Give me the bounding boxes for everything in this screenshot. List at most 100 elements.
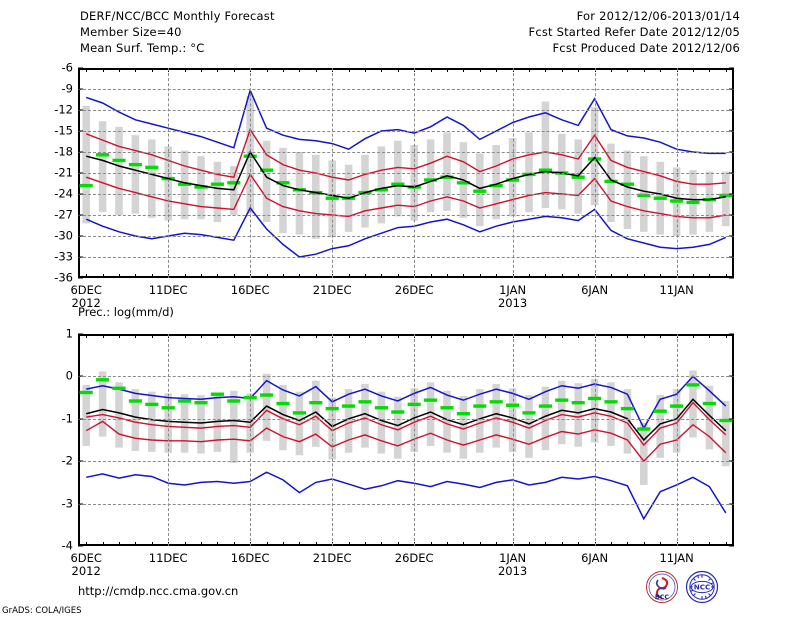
x-axis-tick [496,542,498,546]
x-axis-label: 26DEC [394,551,434,565]
x-axis-tick [627,334,629,338]
range-bar [640,423,648,485]
gridline-vertical [676,334,678,546]
gridline-horizontal [78,110,734,111]
x-axis-tick [397,68,399,72]
x-axis-tick [660,68,662,72]
y-axis-label: -2 [61,453,73,468]
x-axis-tick [283,68,284,72]
x-axis-tick [135,68,137,72]
range-bar [689,370,697,438]
range-bar [541,101,550,208]
gridline-horizontal [78,89,734,90]
x-axis-tick [709,334,711,338]
x-axis-label: 6JAN [581,551,609,565]
x-axis-label: 16DEC [230,551,270,565]
ensemble-mean-line [86,150,726,201]
header-title: DERF/NCC/BCC Monthly Forecast [80,9,275,23]
x-axis-tick [365,68,366,72]
x-axis-label: 21DEC [312,551,352,565]
gridline-horizontal [78,418,734,420]
header: DERF/NCC/BCC Monthly Forecast Member Siz… [0,8,800,60]
series-layer-precipitation [79,370,733,521]
x-axis-tick [447,274,448,278]
x-axis-tick [561,274,563,278]
y-axis-tick [729,88,734,90]
x-axis-tick [266,334,268,338]
x-axis-tick [578,274,580,278]
x-axis-label: 11DEC [148,283,188,297]
x-axis-tick [479,542,481,546]
x-axis-tick [184,68,186,72]
x-axis-tick [365,542,366,546]
x-axis-tick [201,334,202,338]
range-bar [443,132,451,211]
range-bar [541,386,550,451]
chart-surface-temperature: -6 -9 -12 -15 -18 -21 -24 -27 -30 -33 -36 6DEC 2012 1… [54,62,734,310]
gridline-horizontal [78,215,734,216]
x-axis-tick [643,68,645,72]
x-axis-tick [119,68,120,72]
x-axis-tick [184,542,186,546]
x-axis-tick [299,68,301,72]
header-member-size: Member Size=40 [80,25,182,39]
range-bar [82,384,90,446]
gridline-vertical [512,334,514,546]
y-axis-tick [729,333,734,335]
range-bar [394,396,402,459]
y-axis-tick [78,193,83,195]
x-axis-tick [217,274,219,278]
header-left: DERF/NCC/BCC Monthly Forecast Member Siz… [80,8,275,56]
y-axis-tick [78,235,83,237]
x-axis-tick [643,274,645,278]
x-axis-tick [397,542,399,546]
x-axis-tick [201,68,202,72]
y-axis-tick [729,503,734,505]
x-axis-tick [233,542,235,546]
x-axis-tick [266,274,268,278]
range-bar [656,395,664,458]
x-axis-tick [709,542,711,546]
x-axis-tick [348,68,350,72]
x-axis-tick [660,542,662,546]
range-bar [623,389,632,454]
y-axis-tick [78,277,83,279]
y-axis-tick [78,460,83,462]
x-axis-label: 11JAN [659,551,694,565]
chart-precipitation: 1 0 -1 -2 -3 -4 6DEC 2012 11DEC 16DEC 21DEC 26DEC 1J… [62,328,734,578]
y-axis-tick [78,418,83,420]
x-axis-tick [627,68,629,72]
x-axis-tick [283,334,284,338]
x-axis-tick [86,68,88,72]
range-bar [98,121,107,213]
x-axis-tick [315,542,317,546]
range-bar [148,139,156,218]
x-axis-tick [201,542,202,546]
range-bar [426,382,435,446]
x-axis-tick [315,274,317,278]
y-axis-tick [78,109,83,111]
range-bar [459,395,468,459]
y-axis-label: -6 [61,60,73,75]
y-axis-tick [78,545,83,547]
ensemble-mean-line [86,398,727,442]
x-axis-tick [660,274,662,278]
x-axis-tick [119,274,120,278]
svg-text:BCC: BCC [655,593,670,601]
y-axis-tick [78,172,83,174]
x-axis-tick [315,334,317,338]
range-bar [82,105,90,224]
x-axis-tick [283,274,284,278]
x-axis-tick [381,68,383,72]
website-url[interactable]: http://cmdp.ncc.cma.gov.cn [78,584,239,598]
range-bar [312,154,320,239]
y-axis-tick [729,235,734,237]
logo-group: BCC NCC [645,570,750,606]
range-bar [525,395,533,458]
x-axis-tick [463,542,465,546]
x-axis-label: 1JAN 2013 [497,551,528,578]
x-axis-tick [299,542,301,546]
x-axis-tick [233,334,235,338]
range-bar [213,161,222,222]
y-axis-label: -18 [54,144,73,159]
